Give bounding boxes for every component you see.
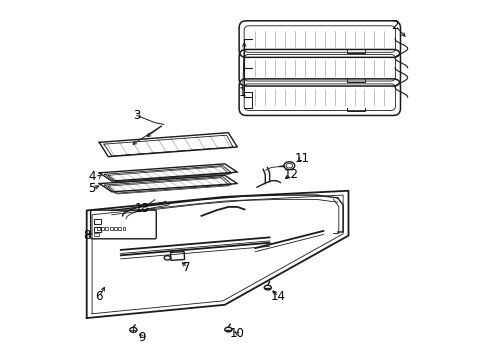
Bar (118, 226, 121, 230)
Text: 10: 10 (229, 327, 244, 340)
Text: 1: 1 (239, 86, 246, 99)
Text: 13: 13 (135, 202, 149, 215)
Text: 8: 8 (83, 229, 90, 242)
Bar (101, 226, 104, 230)
Text: 4: 4 (88, 170, 96, 183)
Text: 9: 9 (138, 330, 146, 343)
Text: 2: 2 (390, 19, 398, 32)
Text: 7: 7 (183, 261, 190, 274)
Bar (109, 226, 112, 230)
Text: 14: 14 (270, 290, 285, 303)
Bar (93, 219, 101, 224)
Text: 3: 3 (133, 109, 141, 122)
Bar (93, 233, 99, 236)
Text: 12: 12 (283, 168, 298, 181)
Bar (114, 226, 117, 230)
Text: 5: 5 (88, 183, 96, 195)
Text: 6: 6 (95, 290, 103, 303)
Bar (122, 226, 125, 230)
Bar (170, 252, 184, 260)
Bar (93, 227, 101, 232)
Bar (97, 226, 100, 230)
Text: 11: 11 (294, 152, 309, 165)
Bar (105, 226, 108, 230)
